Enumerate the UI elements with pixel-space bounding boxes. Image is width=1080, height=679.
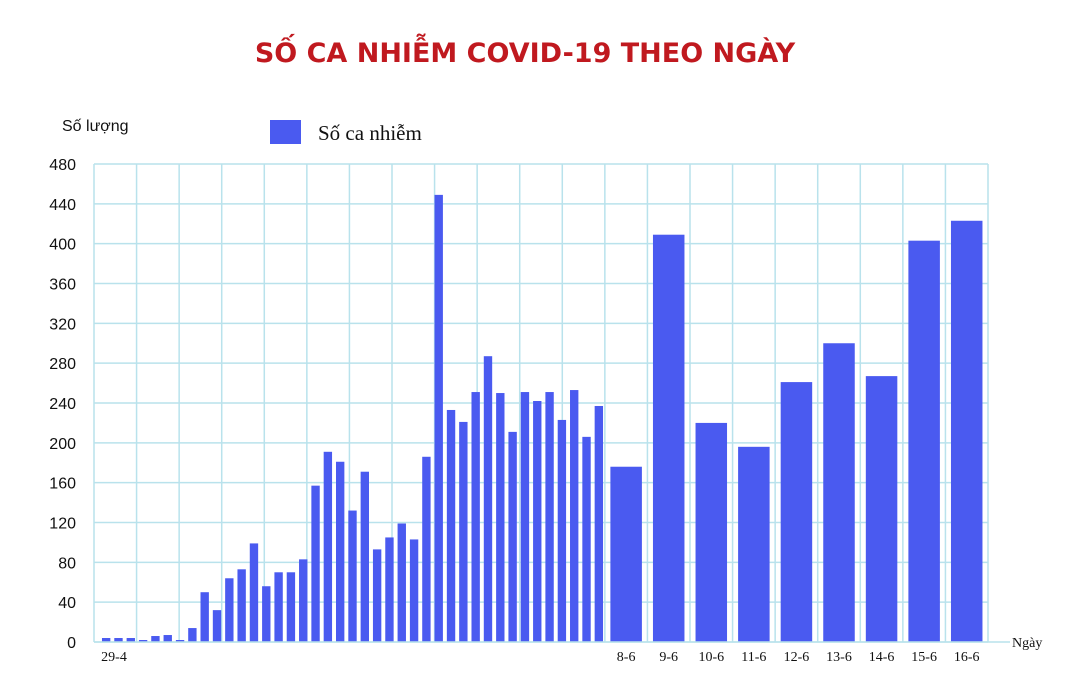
bar bbox=[274, 572, 283, 642]
bar bbox=[409, 539, 419, 642]
bar bbox=[570, 390, 579, 642]
legend-swatch bbox=[270, 120, 301, 144]
x-axis-ticks: 8-6 9-6 10-6 11-6 12-6 13-6 14-6 15-6 16-6 29-4 bbox=[101, 650, 979, 665]
bar bbox=[545, 392, 554, 642]
x-tick-label: 15-6 bbox=[911, 650, 937, 665]
bar bbox=[372, 549, 382, 642]
bar bbox=[780, 382, 813, 642]
bar bbox=[114, 638, 123, 642]
bar bbox=[483, 356, 493, 642]
y-tick-label: 80 bbox=[58, 555, 76, 572]
y-tick-label: 280 bbox=[49, 356, 76, 373]
bar bbox=[225, 578, 234, 642]
bar bbox=[496, 393, 505, 642]
bar bbox=[237, 569, 246, 642]
bar bbox=[908, 240, 940, 642]
bar bbox=[508, 431, 517, 642]
bar bbox=[446, 409, 456, 642]
bar bbox=[163, 635, 172, 642]
bar bbox=[434, 194, 443, 642]
x-tick-label: 8-6 bbox=[617, 650, 636, 665]
x-axis-label: Ngày bbox=[1012, 636, 1042, 651]
bar bbox=[520, 392, 530, 642]
y-tick-label: 480 bbox=[49, 157, 76, 174]
bar bbox=[200, 592, 209, 642]
bar bbox=[594, 405, 604, 642]
bar bbox=[101, 638, 111, 642]
x-tick-label: 12-6 bbox=[784, 650, 810, 665]
y-tick-label: 120 bbox=[49, 516, 76, 533]
bars bbox=[101, 194, 983, 642]
x-tick-label: 14-6 bbox=[869, 650, 895, 665]
bar bbox=[262, 586, 271, 642]
chart-title: SỐ CA NHIỄM COVID-19 THEO NGÀY bbox=[255, 33, 796, 69]
y-tick-label: 320 bbox=[49, 316, 76, 333]
bar bbox=[323, 451, 333, 642]
bar bbox=[865, 376, 898, 642]
y-tick-label: 440 bbox=[49, 197, 76, 214]
bar bbox=[138, 640, 148, 642]
y-tick-label: 400 bbox=[49, 237, 76, 254]
bar bbox=[385, 537, 394, 642]
bar bbox=[610, 466, 642, 642]
bar bbox=[823, 343, 855, 642]
y-tick-label: 0 bbox=[67, 635, 76, 652]
bar bbox=[286, 572, 296, 642]
bar bbox=[950, 220, 983, 642]
bar bbox=[695, 422, 728, 642]
bar bbox=[533, 401, 542, 642]
x-tick-label: 9-6 bbox=[659, 650, 678, 665]
bar bbox=[459, 421, 468, 642]
x-tick-label: 11-6 bbox=[741, 650, 766, 665]
bar bbox=[212, 610, 222, 642]
y-tick-label: 160 bbox=[49, 476, 76, 493]
legend-label: Số ca nhiễm bbox=[318, 121, 422, 145]
bar bbox=[151, 636, 160, 642]
bar bbox=[422, 456, 431, 642]
bar bbox=[188, 628, 197, 642]
x-tick-label: 13-6 bbox=[826, 650, 852, 665]
bar bbox=[360, 471, 370, 642]
y-tick-label: 40 bbox=[58, 595, 76, 612]
bar bbox=[348, 510, 357, 642]
x-tick-label: 29-4 bbox=[101, 650, 127, 665]
bar bbox=[582, 436, 591, 642]
bar bbox=[335, 461, 345, 642]
x-tick-label: 16-6 bbox=[954, 650, 980, 665]
y-tick-label: 200 bbox=[49, 436, 76, 453]
bar bbox=[249, 543, 259, 642]
bar bbox=[557, 419, 567, 642]
bar bbox=[471, 392, 480, 642]
bar bbox=[311, 485, 320, 642]
y-tick-label: 360 bbox=[49, 277, 76, 294]
y-tick-label: 240 bbox=[49, 396, 76, 413]
y-axis-ticks: 0 40 80 120 160 200 240 280 320 360 400 440 480 bbox=[49, 157, 76, 652]
bar bbox=[397, 523, 406, 642]
bar bbox=[652, 234, 685, 642]
bar bbox=[299, 559, 308, 642]
x-tick-label: 10-6 bbox=[698, 650, 724, 665]
y-axis-label: Số lượng bbox=[62, 118, 129, 135]
bar bbox=[738, 446, 770, 642]
bar bbox=[175, 640, 185, 642]
bar bbox=[126, 638, 135, 642]
